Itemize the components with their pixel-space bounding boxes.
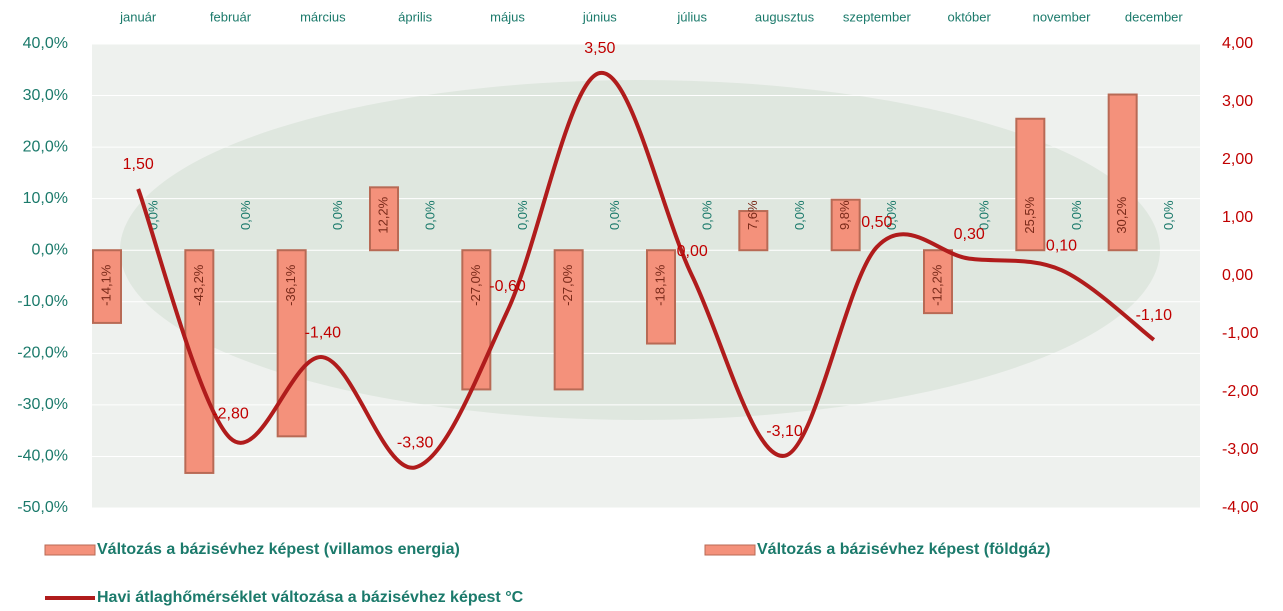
bar-value-label: -27,0% <box>468 264 483 306</box>
x-tick-label: augusztus <box>755 9 815 24</box>
x-tick-label: június <box>582 9 617 24</box>
x-tick-label: szeptember <box>843 9 912 24</box>
bar-value-label: 0,0% <box>238 200 253 230</box>
y-tick-label: -10,0% <box>17 293 68 310</box>
x-tick-label: március <box>300 9 346 24</box>
bar-value-label: -18,1% <box>652 264 667 306</box>
bar-value-label: -12,2% <box>929 264 944 306</box>
bar-value-label: 0,0% <box>515 200 530 230</box>
legend-swatch <box>705 545 755 555</box>
x-tick-label: november <box>1033 9 1091 24</box>
bar-value-label: -36,1% <box>283 264 298 306</box>
line-value-label: -3,10 <box>766 423 803 440</box>
bar-value-label: 0,0% <box>792 200 807 230</box>
y-tick-label: 10,0% <box>23 190 68 207</box>
bar-value-label: 0,0% <box>1161 200 1176 230</box>
bar-value-label: 0,0% <box>699 200 714 230</box>
y2-tick-label: 1,00 <box>1222 209 1253 226</box>
line-value-label: 3,50 <box>584 40 615 57</box>
bar-value-label: -27,0% <box>560 264 575 306</box>
bar-value-label: -14,1% <box>98 264 113 306</box>
legend-label: Változás a bázisévhez képest (földgáz) <box>757 541 1050 558</box>
line-value-label: -3,30 <box>397 435 434 452</box>
line-value-label: 0,50 <box>861 214 892 231</box>
y-tick-label: 0,0% <box>32 241 68 258</box>
y-tick-label: -20,0% <box>17 345 68 362</box>
line-value-label: 0,00 <box>677 243 708 260</box>
bar-value-label: 9,8% <box>837 200 852 230</box>
x-tick-label: április <box>398 9 432 24</box>
y2-tick-label: 3,00 <box>1222 93 1253 110</box>
line-value-label: -2,80 <box>212 406 249 423</box>
y2-tick-label: 0,00 <box>1222 267 1253 284</box>
y2-tick-label: -2,00 <box>1222 383 1259 400</box>
x-tick-label: január <box>119 9 157 24</box>
bar-value-label: 7,6% <box>745 200 760 230</box>
legend-label: Havi átlaghőmérséklet változása a bázisé… <box>97 589 524 606</box>
bar-value-label: 0,0% <box>607 200 622 230</box>
legend-swatch <box>45 545 95 555</box>
bar-value-label: 25,5% <box>1022 196 1037 233</box>
y2-tick-label: -3,00 <box>1222 441 1259 458</box>
x-tick-label: október <box>947 9 991 24</box>
y2-tick-label: 4,00 <box>1222 35 1253 52</box>
line-value-label: 1,50 <box>123 156 154 173</box>
x-tick-label: július <box>676 9 707 24</box>
y2-tick-label: -4,00 <box>1222 499 1259 516</box>
y-tick-label: 40,0% <box>23 35 68 52</box>
line-value-label: 0,10 <box>1046 237 1077 254</box>
y-tick-label: -50,0% <box>17 499 68 516</box>
chart: -50,0% -40,0% -30,0% -20,0% -10,0% 0,0% 10,0% 2… <box>0 0 1283 611</box>
y-tick-label: 20,0% <box>23 138 68 155</box>
y-tick-label: -30,0% <box>17 396 68 413</box>
x-tick-label: február <box>210 9 252 24</box>
line-value-label: -1,40 <box>305 324 342 341</box>
bar-value-label: -43,2% <box>191 264 206 306</box>
line-value-label: 0,30 <box>954 226 985 243</box>
line-value-label: -0,60 <box>489 278 526 295</box>
y2-tick-label: 2,00 <box>1222 151 1253 168</box>
x-tick-label: december <box>1125 9 1183 24</box>
line-value-label: -1,10 <box>1136 307 1173 324</box>
bar-value-label: 0,0% <box>1069 200 1084 230</box>
legend-label: Változás a bázisévhez képest (villamos e… <box>97 541 460 558</box>
bar-value-label: 12,2% <box>375 196 390 233</box>
y2-tick-label: -1,00 <box>1222 325 1259 342</box>
y-tick-label: -40,0% <box>17 448 68 465</box>
y-tick-label: 30,0% <box>23 87 68 104</box>
bar-value-label: 0,0% <box>422 200 437 230</box>
x-tick-label: május <box>490 9 525 24</box>
bar-value-label: 30,2% <box>1114 196 1129 233</box>
bar-value-label: 0,0% <box>330 200 345 230</box>
